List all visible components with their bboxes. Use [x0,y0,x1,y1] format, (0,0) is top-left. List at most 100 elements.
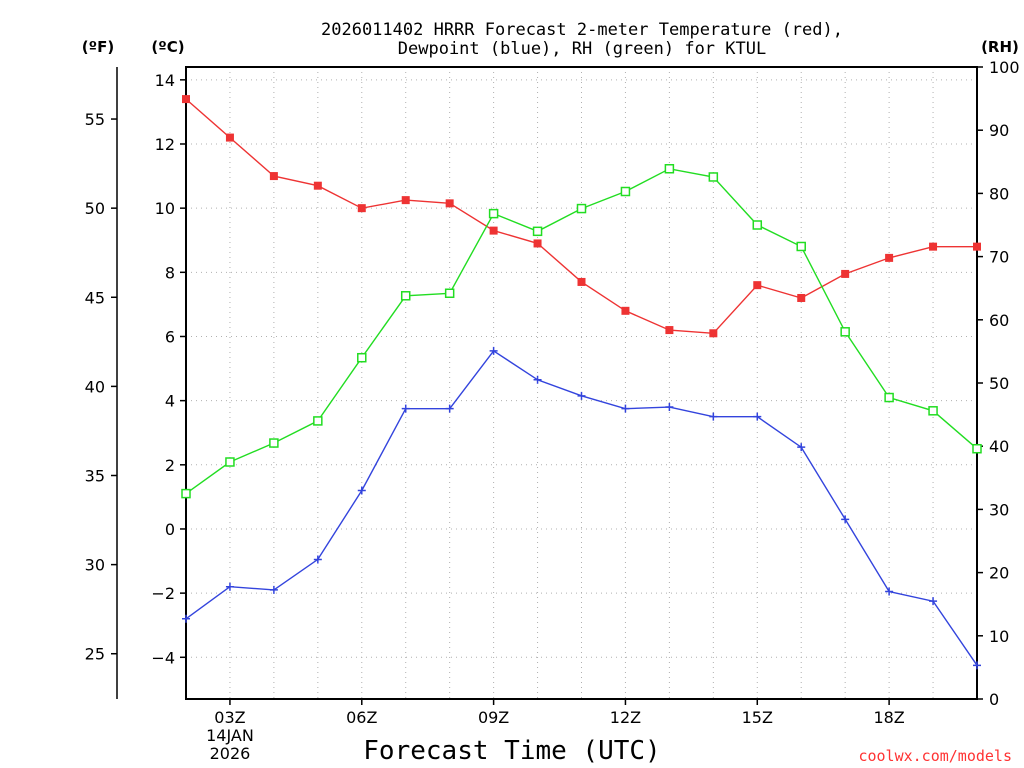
dewpoint-point [753,412,762,421]
rh-point [840,327,850,337]
rh-point [181,488,191,499]
chart-title: 2026011402 HRRR Forecast 2-meter Tempera… [321,20,843,59]
temperature-point [929,242,938,251]
dewpoint-point [225,582,234,591]
temperature-point [797,293,806,302]
celsius-tick-label: 6 [165,327,175,346]
temperature-point [357,204,366,213]
dewpoint-point [489,346,498,355]
rh-point [444,288,455,299]
fahrenheit-tick-label: 55 [85,110,105,129]
celsius-tick-label: 14 [155,71,175,90]
series-dewpoint [182,346,981,670]
temperature-point [577,277,586,286]
rh-point [225,457,235,467]
celsius-tick-label: −2 [151,584,175,603]
rh-unit-label: (RH) [981,38,1019,56]
dewpoint-point [577,391,586,400]
celsius-tick-label: 4 [165,392,175,411]
rh-point [357,352,367,363]
temperature-point [621,306,630,315]
dewpoint-point [357,486,366,495]
x-year-label: 2026 [210,744,251,763]
rh-point [576,203,587,214]
series-temperature [182,95,981,338]
temperature-point [313,181,322,190]
dewpoint-point [182,614,190,623]
rh-point [972,443,982,454]
x-date-label: 14JAN [206,726,254,745]
temperature-point [489,226,498,235]
celsius-tick-label: 0 [165,520,175,539]
title-line-1: 2026011402 HRRR Forecast 2-meter Tempera… [321,20,843,40]
temperature-point [269,172,278,181]
fahrenheit-tick-label: 35 [85,467,105,486]
temperature-point [533,239,542,248]
rh-point [620,186,631,197]
rh-point [708,172,719,182]
rh-tick-label: 80 [989,184,1009,203]
rh-tick-label: 50 [989,374,1009,393]
rh-point [884,392,894,403]
rh-point [928,406,938,416]
temperature-point [445,199,454,208]
source-credit: coolwx.com/models [858,747,1012,765]
fahrenheit-unit-label: (ºF) [82,38,114,56]
temperature-line [185,98,977,335]
celsius-tick-label: −4 [151,648,175,667]
fahrenheit-tick-label: 45 [85,288,105,307]
fahrenheit-tick-label: 25 [85,645,105,664]
rh-tick-label: 60 [989,311,1009,330]
rh-tick-label: 40 [989,437,1009,456]
fahrenheit-tick-label: 40 [85,377,105,396]
rh-tick-label: 70 [989,248,1009,267]
dewpoint-point [313,555,322,564]
celsius-tick-label: 8 [165,263,175,282]
temperature-point [665,326,674,335]
x-tick-label: 18Z [873,708,904,727]
dewpoint-point [929,597,938,606]
fahrenheit-tick-label: 30 [85,556,105,575]
rh-tick-label: 30 [989,500,1009,519]
data-series [181,95,982,670]
temperature-point [973,242,981,251]
x-tick-label: 12Z [610,708,641,727]
dewpoint-point [445,404,454,413]
dewpoint-point [973,661,981,670]
temperature-point [841,269,850,278]
grid-lines [186,67,977,699]
celsius-tick-label: 12 [155,135,175,154]
rh-point [269,438,279,448]
celsius-unit-label: (ºC) [151,38,184,56]
dewpoint-point [709,412,718,421]
temperature-point [753,281,762,290]
series-rh [181,164,982,499]
dewpoint-point [665,403,674,412]
dewpoint-point [797,443,806,452]
temperature-point [709,329,718,338]
rh-tick-label: 10 [989,627,1009,646]
x-tick-label: 15Z [742,708,773,727]
rh-point [313,416,323,426]
celsius-tick-label: 10 [155,199,175,218]
rh-tick-label: 100 [989,58,1020,77]
x-axis-title: Forecast Time (UTC) [363,736,660,766]
temperature-point [225,133,234,142]
rh-point [532,226,543,237]
dewpoint-point [401,404,410,413]
dewpoint-point [841,515,850,524]
temperature-point [182,95,190,104]
rh-tick-label: 20 [989,564,1009,583]
rh-tick-label: 0 [989,690,999,709]
dewpoint-point [533,375,542,384]
title-line-2: Dewpoint (blue), RH (green) for KTUL [398,39,766,59]
rh-point [664,164,675,174]
rh-tick-label: 90 [989,121,1009,140]
rh-point [752,220,763,230]
fahrenheit-tick-label: 50 [85,199,105,218]
rh-point [400,291,411,301]
temperature-point [401,196,410,205]
x-tick-label: 09Z [478,708,509,727]
